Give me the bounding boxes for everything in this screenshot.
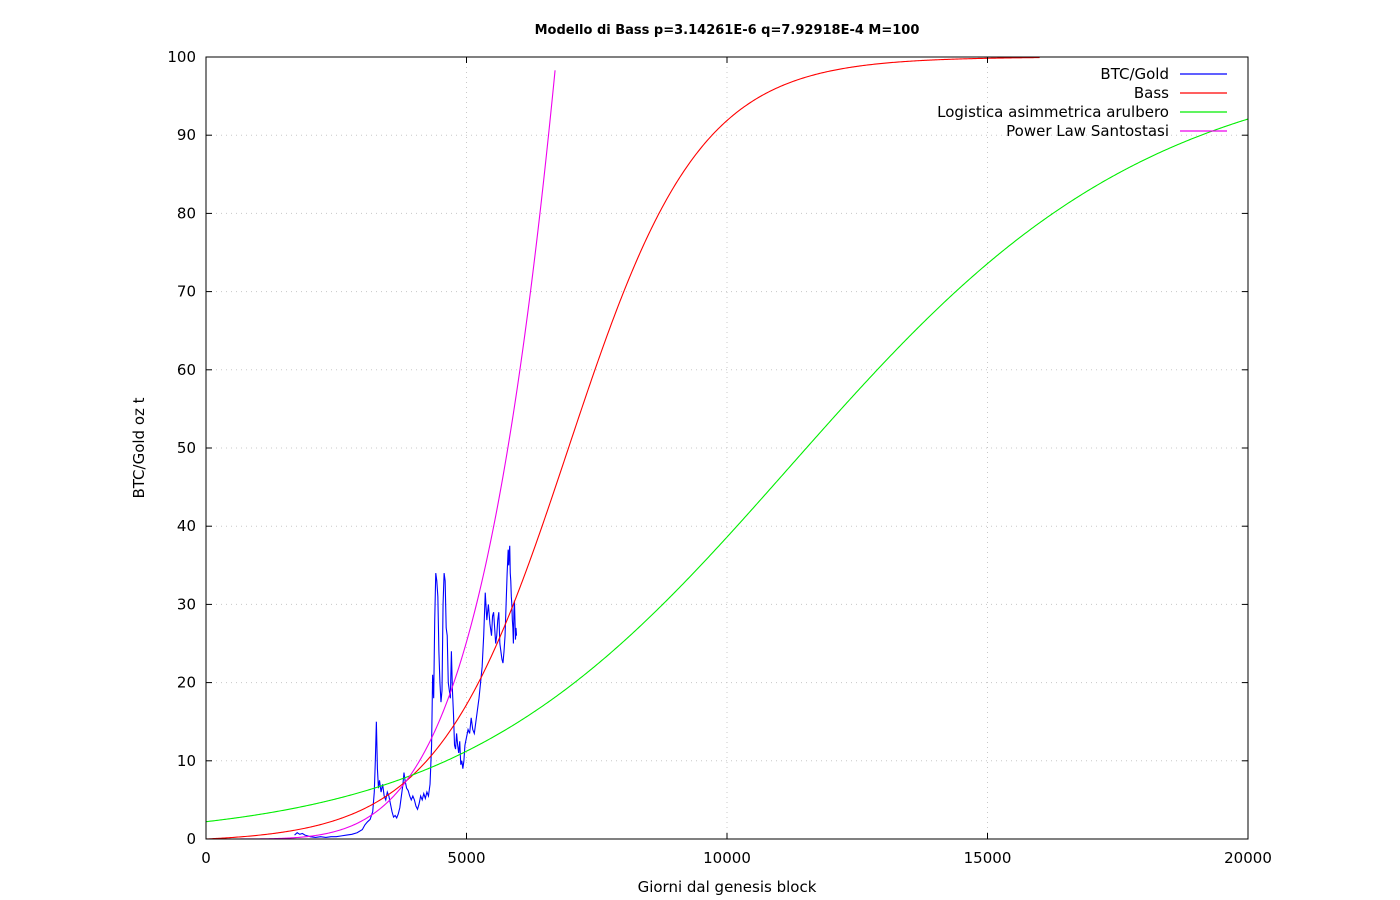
y-tick-label: 60 xyxy=(177,361,196,379)
y-tick-label: 80 xyxy=(177,204,196,222)
y-tick-label: 90 xyxy=(177,126,196,144)
x-tick-label: 15000 xyxy=(964,849,1012,867)
y-tick-label: 20 xyxy=(177,674,196,692)
series-line-3 xyxy=(205,118,1249,823)
y-tick-label: 30 xyxy=(177,595,196,613)
axis-ticks: 0 5000 10000 15000 20000 0 10 20 30 40 50 60 70 80 90 1… xyxy=(167,48,1272,867)
y-axis-label: BTC/Gold oz t xyxy=(130,397,148,498)
x-tick-label: 5000 xyxy=(447,849,485,867)
grid-lines xyxy=(206,57,1248,839)
series-line-1 xyxy=(294,545,518,838)
y-tick-label: 40 xyxy=(177,517,196,535)
legend-label: Power Law Santostasi xyxy=(1006,122,1169,140)
x-tick-label: 0 xyxy=(201,849,211,867)
legend-label: Bass xyxy=(1134,84,1169,102)
legend-label: Logistica asimmetrica arulbero xyxy=(937,103,1169,121)
y-tick-label: 100 xyxy=(167,48,196,66)
series-line-2 xyxy=(205,57,1040,840)
y-tick-label: 70 xyxy=(177,283,196,301)
x-tick-label: 10000 xyxy=(703,849,751,867)
x-axis-label: Giorni dal genesis block xyxy=(638,878,817,896)
series-line-4 xyxy=(206,70,556,840)
y-tick-label: 0 xyxy=(186,830,196,848)
series-lines xyxy=(205,57,1249,840)
y-tick-label: 50 xyxy=(177,439,196,457)
legend-label: BTC/Gold xyxy=(1100,65,1169,83)
y-tick-label: 10 xyxy=(177,752,196,770)
x-tick-label: 20000 xyxy=(1224,849,1272,867)
chart-title: Modello di Bass p=3.14261E-6 q=7.92918E-… xyxy=(535,23,920,38)
